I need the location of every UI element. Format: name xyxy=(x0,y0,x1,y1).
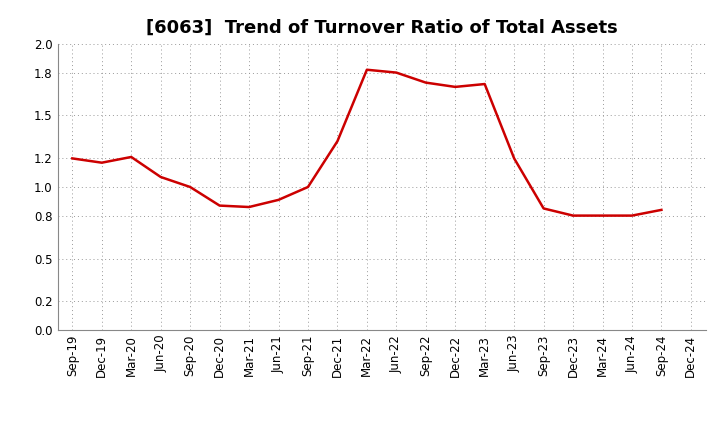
Title: [6063]  Trend of Turnover Ratio of Total Assets: [6063] Trend of Turnover Ratio of Total … xyxy=(145,19,618,37)
